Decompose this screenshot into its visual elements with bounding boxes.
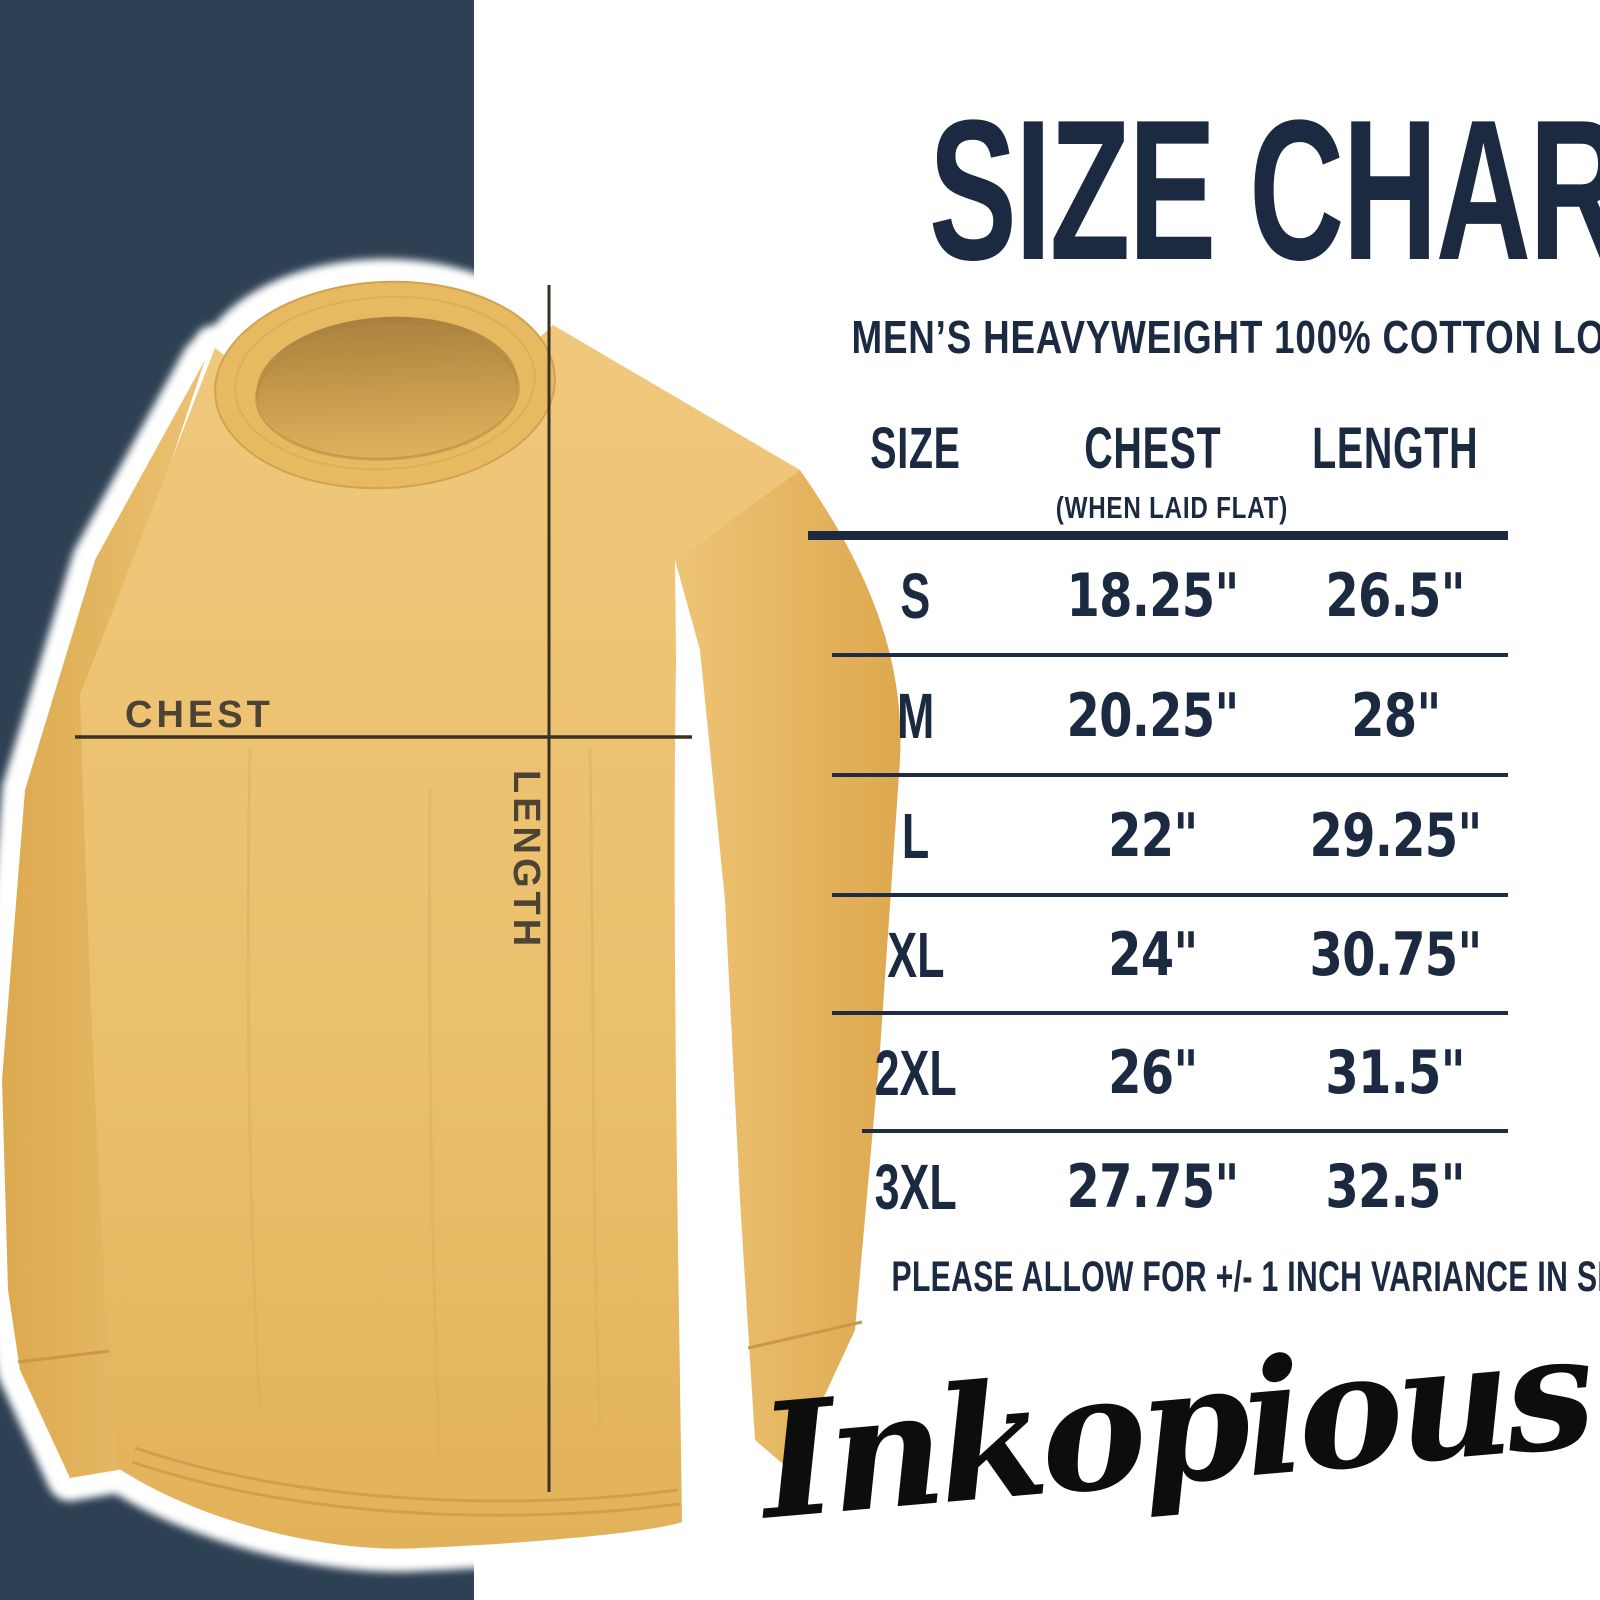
page-subtitle-text: MEN’S HEAVYWEIGHT 100% COTTON LONG SLEEV… bbox=[851, 311, 1600, 363]
right-cuff-seam bbox=[747, 1320, 863, 1350]
table-row-s: S 18.25" 26.5" bbox=[808, 553, 1508, 639]
cell-length: 31.5" bbox=[1325, 1038, 1466, 1108]
table-row-2xl: 2XL 26" 31.5" bbox=[808, 1030, 1508, 1116]
cell-chest: 22" bbox=[1108, 801, 1198, 871]
row-divider bbox=[832, 773, 1508, 777]
column-header-length: LENGTH bbox=[1312, 415, 1479, 481]
hem-stitching bbox=[131, 1446, 681, 1517]
table-header-row: SIZE CHEST LENGTH bbox=[808, 416, 1508, 481]
shirt-collar bbox=[214, 280, 556, 490]
column-header-chest: CHEST bbox=[1084, 415, 1222, 481]
cell-chest: 20.25" bbox=[1066, 681, 1240, 751]
cell-size: L bbox=[901, 800, 930, 872]
shirt-body bbox=[80, 325, 800, 1549]
table-row-3xl: 3XL 27.75" 32.5" bbox=[808, 1144, 1508, 1230]
table-row-m: M 20.25" 28" bbox=[808, 673, 1508, 759]
cell-length: 29.25" bbox=[1309, 801, 1482, 871]
cell-length: 26.5" bbox=[1325, 561, 1466, 631]
cell-length: 32.5" bbox=[1325, 1152, 1466, 1222]
shirt-right-sleeve bbox=[675, 470, 901, 1470]
cell-chest: 26" bbox=[1108, 1038, 1198, 1108]
shirt-photo: CHEST LENGTH bbox=[0, 259, 924, 1572]
cell-chest: 27.75" bbox=[1066, 1152, 1240, 1222]
registered-trademark: ® bbox=[1594, 1423, 1600, 1468]
page-title-text: SIZE CHART bbox=[928, 79, 1600, 302]
row-divider bbox=[832, 1011, 1508, 1015]
chest-column-note: (WHEN LAID FLAT) bbox=[1055, 490, 1289, 525]
page-subtitle: MEN’S HEAVYWEIGHT 100% COTTON LONG SLEEV… bbox=[730, 314, 1600, 360]
cell-size: S bbox=[900, 560, 931, 632]
cell-length: 30.75" bbox=[1309, 920, 1482, 990]
table-header-rule bbox=[808, 531, 1508, 540]
length-measure-label: LENGTH bbox=[505, 770, 547, 950]
cell-size: M bbox=[896, 680, 935, 752]
row-divider bbox=[862, 1129, 1508, 1133]
table-row-l: L 22" 29.25" bbox=[808, 793, 1508, 879]
size-table: SIZE CHEST LENGTH (WHEN LAID FLAT) S 18.… bbox=[808, 0, 1508, 1250]
cell-length: 28" bbox=[1350, 681, 1441, 751]
row-divider bbox=[832, 653, 1508, 657]
left-cuff-seam bbox=[17, 1348, 119, 1364]
table-row-xl: XL 24" 30.75" bbox=[808, 912, 1508, 998]
cell-size: XL bbox=[886, 919, 945, 991]
size-variance-note: PLEASE ALLOW FOR +/- 1 INCH VARIANCE IN … bbox=[891, 1253, 1600, 1301]
cell-size: 3XL bbox=[874, 1151, 957, 1223]
column-header-size: SIZE bbox=[870, 415, 961, 481]
fabric-wrinkles bbox=[246, 749, 602, 1461]
cell-chest: 24" bbox=[1108, 920, 1198, 990]
cell-size: 2XL bbox=[874, 1037, 957, 1109]
cell-chest: 18.25" bbox=[1066, 561, 1240, 631]
chest-measure-label: CHEST bbox=[125, 694, 274, 736]
page-title: SIZE CHART bbox=[730, 91, 1600, 291]
row-divider bbox=[832, 893, 1508, 897]
